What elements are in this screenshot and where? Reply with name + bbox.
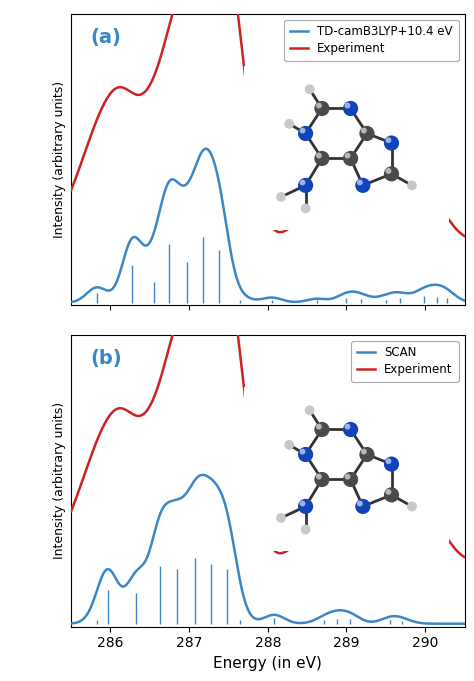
Text: (a): (a) (91, 28, 122, 47)
Y-axis label: Intensity (arbitrary units): Intensity (arbitrary units) (53, 402, 65, 559)
Legend: TD-camB3LYP+10.4 eV, Experiment: TD-camB3LYP+10.4 eV, Experiment (284, 20, 459, 61)
X-axis label: Energy (in eV): Energy (in eV) (213, 656, 322, 671)
Legend: SCAN, Experiment: SCAN, Experiment (351, 340, 459, 382)
Text: (b): (b) (91, 349, 122, 368)
Y-axis label: Intensity (arbitrary units): Intensity (arbitrary units) (53, 81, 65, 238)
